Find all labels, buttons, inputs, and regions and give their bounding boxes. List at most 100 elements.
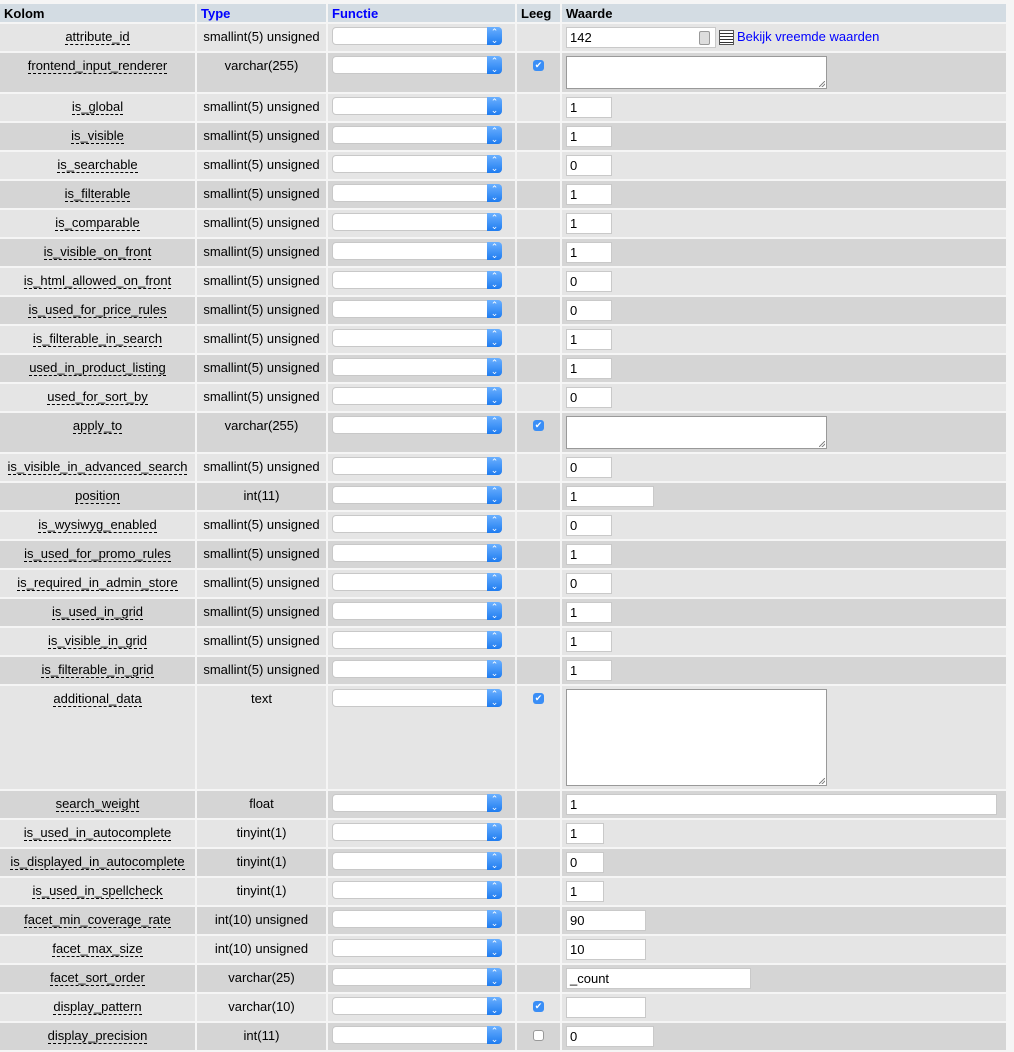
table-row: additional_data text ⌃ ⌄ ✔	[0, 686, 1006, 789]
chevron-updown-icon: ⌃ ⌄	[487, 155, 502, 173]
function-select[interactable]: ⌃ ⌄	[332, 794, 502, 812]
function-select[interactable]: ⌃ ⌄	[332, 602, 502, 620]
value-input[interactable]: 1	[566, 486, 654, 507]
function-select[interactable]: ⌃ ⌄	[332, 486, 502, 504]
table-row: is_html_allowed_on_front smallint(5) uns…	[0, 268, 1006, 295]
function-select[interactable]: ⌃ ⌄	[332, 910, 502, 928]
value-input[interactable]	[566, 997, 646, 1018]
null-checkbox[interactable]: ✔	[533, 60, 544, 71]
column-name: is_filterable_in_grid	[0, 657, 195, 684]
function-select[interactable]: ⌃ ⌄	[332, 573, 502, 591]
column-name-text: used_for_sort_by	[47, 389, 148, 405]
function-select[interactable]: ⌃ ⌄	[332, 329, 502, 347]
value-input[interactable]: 0	[566, 573, 612, 594]
function-select[interactable]: ⌃ ⌄	[332, 689, 502, 707]
column-name-text: is_required_in_admin_store	[17, 575, 178, 591]
value-input[interactable]: 0	[566, 271, 612, 292]
function-cell: ⌃ ⌄	[328, 936, 515, 963]
value-textarea[interactable]	[566, 56, 827, 89]
value-input[interactable]: 1	[566, 881, 604, 902]
value-input[interactable]: 0	[566, 300, 612, 321]
value-input[interactable]: 10	[566, 939, 646, 960]
value-input[interactable]: 1	[566, 631, 612, 652]
browse-foreign-values-link[interactable]: Bekijk vreemde waarden	[737, 29, 880, 44]
value-input[interactable]: 0	[566, 457, 612, 478]
function-select[interactable]: ⌃ ⌄	[332, 515, 502, 533]
function-select[interactable]: ⌃ ⌄	[332, 97, 502, 115]
column-type: int(10) unsigned	[197, 936, 326, 963]
value-input[interactable]: 0	[566, 387, 612, 408]
function-select[interactable]: ⌃ ⌄	[332, 660, 502, 678]
function-select[interactable]: ⌃ ⌄	[332, 271, 502, 289]
value-input[interactable]: _count	[566, 968, 751, 989]
value-textarea[interactable]	[566, 416, 827, 449]
value-input[interactable]: 90	[566, 910, 646, 931]
null-cell	[517, 541, 560, 568]
value-input[interactable]: 1	[566, 184, 612, 205]
function-select[interactable]: ⌃ ⌄	[332, 997, 502, 1015]
function-select[interactable]: ⌃ ⌄	[332, 631, 502, 649]
function-select[interactable]: ⌃ ⌄	[332, 242, 502, 260]
null-checkbox[interactable]: ✔	[533, 693, 544, 704]
column-name: is_used_in_grid	[0, 599, 195, 626]
function-select[interactable]: ⌃ ⌄	[332, 300, 502, 318]
function-select[interactable]: ⌃ ⌄	[332, 27, 502, 45]
function-select[interactable]: ⌃ ⌄	[332, 358, 502, 376]
function-select[interactable]: ⌃ ⌄	[332, 852, 502, 870]
value-text: 1	[570, 797, 578, 812]
function-cell: ⌃ ⌄	[328, 53, 515, 92]
value-input[interactable]: 0	[566, 155, 612, 176]
null-checkbox[interactable]	[533, 1030, 544, 1041]
function-select[interactable]: ⌃ ⌄	[332, 213, 502, 231]
value-cell: 1	[562, 878, 1006, 905]
value-input[interactable]: 1	[566, 602, 612, 623]
value-input[interactable]: 0	[566, 852, 604, 873]
value-input[interactable]: 0	[566, 1026, 654, 1047]
value-input[interactable]: 1	[566, 126, 612, 147]
value-input[interactable]: 1	[566, 660, 612, 681]
function-cell: ⌃ ⌄	[328, 384, 515, 411]
value-input[interactable]: 1	[566, 794, 997, 815]
function-cell: ⌃ ⌄	[328, 483, 515, 510]
value-cell: _count	[562, 965, 1006, 992]
value-input[interactable]: 1	[566, 213, 612, 234]
function-cell: ⌃ ⌄	[328, 1023, 515, 1050]
value-cell: 1	[562, 181, 1006, 208]
chevron-updown-icon: ⌃ ⌄	[487, 184, 502, 202]
table-row: attribute_id smallint(5) unsigned ⌃ ⌄ 142…	[0, 24, 1006, 51]
function-select[interactable]: ⌃ ⌄	[332, 968, 502, 986]
function-select[interactable]: ⌃ ⌄	[332, 823, 502, 841]
value-input[interactable]: 1	[566, 329, 612, 350]
column-type: int(10) unsigned	[197, 907, 326, 934]
value-input[interactable]: 0	[566, 515, 612, 536]
value-input[interactable]: 1	[566, 544, 612, 565]
value-cell	[562, 53, 1006, 92]
function-select[interactable]: ⌃ ⌄	[332, 416, 502, 434]
function-select[interactable]: ⌃ ⌄	[332, 56, 502, 74]
function-select[interactable]: ⌃ ⌄	[332, 126, 502, 144]
value-text: 1	[570, 100, 578, 115]
header-type[interactable]: Type	[197, 4, 326, 22]
function-select[interactable]: ⌃ ⌄	[332, 184, 502, 202]
function-select[interactable]: ⌃ ⌄	[332, 1026, 502, 1044]
value-input[interactable]: 1	[566, 97, 612, 118]
null-checkbox[interactable]: ✔	[533, 420, 544, 431]
function-select[interactable]: ⌃ ⌄	[332, 939, 502, 957]
value-input[interactable]: 1	[566, 242, 612, 263]
column-name-text: is_used_for_price_rules	[28, 302, 167, 318]
function-select[interactable]: ⌃ ⌄	[332, 457, 502, 475]
value-input[interactable]: 142	[566, 27, 716, 48]
null-checkbox[interactable]: ✔	[533, 1001, 544, 1012]
column-type: smallint(5) unsigned	[197, 512, 326, 539]
function-select[interactable]: ⌃ ⌄	[332, 881, 502, 899]
table-browse-icon[interactable]	[719, 30, 734, 45]
value-input[interactable]: 1	[566, 823, 604, 844]
value-input[interactable]: 1	[566, 358, 612, 379]
header-functie[interactable]: Functie	[328, 4, 515, 22]
function-select[interactable]: ⌃ ⌄	[332, 387, 502, 405]
table-row: is_filterable smallint(5) unsigned ⌃ ⌄ 1	[0, 181, 1006, 208]
value-textarea[interactable]	[566, 689, 827, 786]
function-select[interactable]: ⌃ ⌄	[332, 155, 502, 173]
table-row: display_precision int(11) ⌃ ⌄ 0	[0, 1023, 1006, 1050]
function-select[interactable]: ⌃ ⌄	[332, 544, 502, 562]
